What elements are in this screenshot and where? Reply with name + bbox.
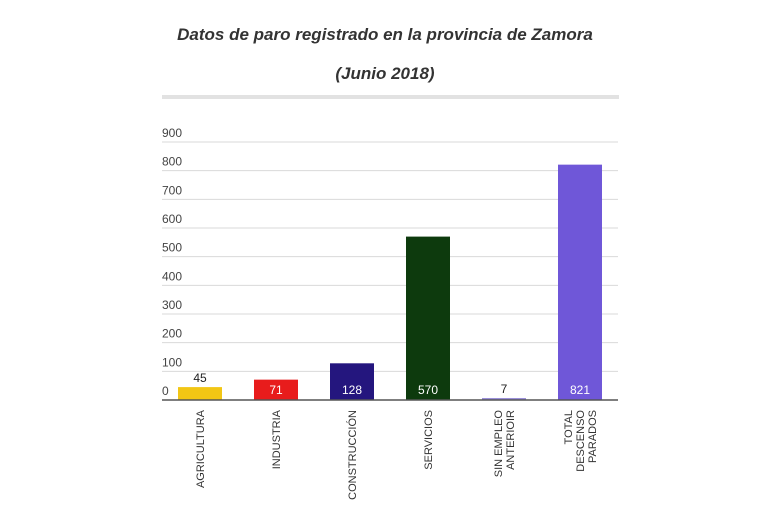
category-label: TOTAL DESCENSO PARADOS <box>563 410 599 472</box>
chart-title: Datos de paro registrado en la provincia… <box>177 25 593 44</box>
category-label-line: INDUSTRIA <box>271 409 283 469</box>
category-label-line: TOTAL <box>563 410 575 444</box>
category-label: AGRICULTURA <box>195 409 207 488</box>
category-label: INDUSTRIA <box>271 409 283 469</box>
y-tick-label: 400 <box>162 269 182 283</box>
y-tick-label: 500 <box>162 241 182 255</box>
category-label-line: AGRICULTURA <box>195 409 207 488</box>
bar <box>482 397 526 400</box>
category-label-line: ANTERIOIR <box>505 410 517 470</box>
category-label-line: SERVICIOS <box>423 410 435 470</box>
y-tick-label: 100 <box>162 355 182 369</box>
category-label: CONSTRUCCIÓN <box>346 410 359 500</box>
title-divider <box>162 95 619 99</box>
y-tick-label: 800 <box>162 155 182 169</box>
category-label-line: CONSTRUCCIÓN <box>346 410 359 500</box>
bar <box>254 379 298 400</box>
chart-subtitle: (Junio 2018) <box>335 64 435 83</box>
category-label-line: PARADOS <box>587 410 599 463</box>
y-tick-label: 900 <box>162 126 182 140</box>
data-label: 128 <box>342 383 362 397</box>
category-label-line: DESCENSO <box>575 410 587 472</box>
data-label: 71 <box>269 383 283 397</box>
data-label: 7 <box>501 382 508 396</box>
y-tick-label: 700 <box>162 183 182 197</box>
y-tick-label: 300 <box>162 298 182 312</box>
y-tick-label: 200 <box>162 327 182 341</box>
data-label: 570 <box>418 383 438 397</box>
category-label-line: SIN EMPLEO <box>493 410 505 478</box>
category-label: SIN EMPLEO ANTERIOIR <box>493 410 517 478</box>
bar <box>406 236 450 400</box>
bar <box>558 164 602 400</box>
y-tick-label: 0 <box>162 384 169 398</box>
data-label: 821 <box>570 383 590 397</box>
bar <box>330 363 374 400</box>
category-label: SERVICIOS <box>423 410 435 470</box>
bar <box>178 387 222 400</box>
y-tick-label: 600 <box>162 212 182 226</box>
data-label: 45 <box>193 371 207 385</box>
